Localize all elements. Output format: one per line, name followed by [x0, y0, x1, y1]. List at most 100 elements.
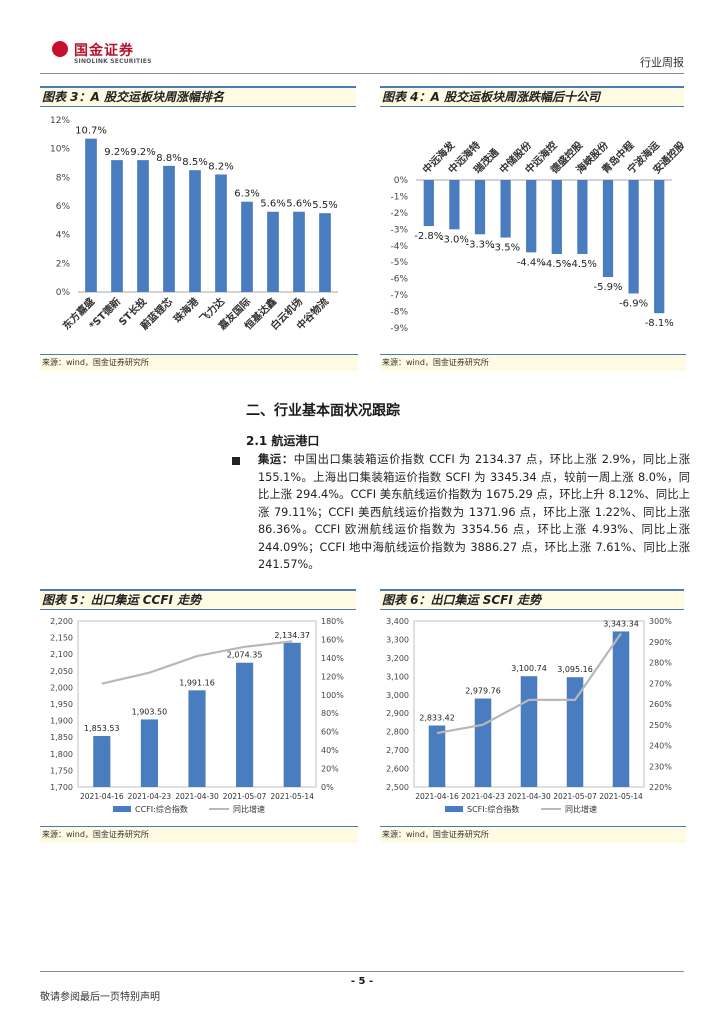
- fig4-title-bar: 图表 4：A 股交运板块周涨跌幅后十公司: [380, 86, 684, 107]
- data-label: 5.5%: [312, 200, 337, 211]
- data-label: -6.9%: [619, 298, 648, 309]
- x-tick-label: 珠海港: [171, 294, 202, 325]
- data-label: 5.6%: [260, 199, 285, 210]
- y-tick-label: 8%: [56, 173, 71, 183]
- data-label: 2,074.35: [227, 651, 263, 660]
- bar: [163, 165, 175, 292]
- y-left-tick-label: 3,100: [386, 672, 409, 681]
- bar: [236, 662, 254, 787]
- fig3-title: 图表 3：A 股交运板块周涨幅排名: [42, 90, 224, 104]
- bar: [140, 719, 158, 787]
- x-tick-label: 2021-05-14: [270, 792, 314, 801]
- data-label: 9.2%: [130, 147, 155, 158]
- y-left-tick-label: 1,700: [50, 783, 73, 792]
- bar: [551, 180, 562, 254]
- y-tick-label: -8%: [390, 308, 408, 318]
- y-left-tick-label: 2,200: [50, 617, 73, 626]
- y-right-tick-label: 0%: [321, 783, 334, 792]
- y-tick-label: 2%: [56, 259, 71, 269]
- bar: [474, 698, 492, 787]
- bar: [137, 160, 149, 292]
- y-tick-label: -2%: [390, 209, 408, 219]
- bullet-text: 中国出口集装箱运价指数 CCFI 为 2134.37 点，环比上涨 2.9%，同…: [258, 453, 690, 571]
- bullet-label: 集运：: [258, 453, 294, 466]
- section-subheading: 2.1 航运港口: [246, 434, 320, 448]
- bar: [188, 690, 206, 787]
- bar: [654, 180, 665, 314]
- bar: [520, 676, 538, 787]
- y-right-tick-label: 160%: [321, 635, 344, 644]
- y-tick-label: -3%: [390, 225, 408, 235]
- x-tick-label: 2021-05-14: [599, 792, 643, 801]
- y-right-tick-label: 140%: [321, 654, 344, 663]
- fig5-source: 来源：wind，国金证券研究所: [40, 826, 358, 843]
- x-tick-label: 2021-04-16: [80, 792, 124, 801]
- y-tick-label: 4%: [56, 231, 71, 241]
- data-label: -4.4%: [517, 257, 546, 268]
- fig5-chart: 1,700 1,750 1,800 1,850 1,900 1,950 2,000 2,050…: [50, 617, 344, 814]
- data-label: -4.5%: [542, 259, 571, 270]
- fig6-title: 图表 6：出口集运 SCFI 走势: [382, 593, 541, 607]
- bar: [474, 180, 486, 235]
- bar: [628, 180, 639, 294]
- bar: [577, 180, 588, 254]
- y-tick-label: -5%: [390, 258, 408, 268]
- brand-logo-english: SINOLINK SECURITIES: [74, 58, 152, 65]
- bar: [241, 201, 253, 292]
- bar: [215, 174, 227, 292]
- y-right-tick-label: 80%: [321, 709, 339, 718]
- y-tick-label: 0%: [56, 288, 71, 298]
- bar: [319, 213, 331, 292]
- y-tick-label: -7%: [390, 291, 408, 301]
- y-right-tick-label: 220%: [649, 783, 672, 792]
- y-tick-label: 6%: [56, 202, 71, 212]
- series-line: [436, 632, 622, 735]
- fig6-title-bar: 图表 6：出口集运 SCFI 走势: [380, 589, 684, 610]
- y-right-tick-label: 180%: [321, 617, 344, 626]
- fig6-chart: 2,500 2,600 2,700 2,800 2,900 3,000 3,100 3,200…: [386, 617, 672, 814]
- y-tick-label: 12%: [50, 116, 70, 126]
- y-right-tick-label: 270%: [649, 679, 672, 688]
- y-tick-label: -1%: [390, 192, 408, 202]
- disclaimer-note: 敬请参阅最后一页特别声明: [40, 992, 160, 1003]
- data-label: 2,979.76: [465, 687, 501, 696]
- legend-bar-swatch: [113, 806, 131, 812]
- fig5-title-bar: 图表 5：出口集运 CCFI 走势: [40, 589, 356, 610]
- fig3-source: 来源：wind，国金证券研究所: [40, 354, 358, 371]
- data-label: 1,853.53: [84, 724, 120, 733]
- y-left-tick-label: 2,700: [386, 746, 409, 755]
- bar: [428, 725, 446, 787]
- x-tick-label: 2021-04-23: [128, 792, 172, 801]
- data-label: 3,343.34: [603, 619, 639, 628]
- y-left-tick-label: 3,300: [386, 635, 409, 644]
- y-tick-label: -4%: [390, 242, 408, 252]
- bullet-square-icon: [232, 457, 240, 465]
- y-tick-label: -9%: [390, 324, 408, 334]
- bar: [500, 180, 511, 238]
- bar: [111, 160, 123, 292]
- data-label: 5.6%: [286, 199, 311, 210]
- x-tick-label: 2021-04-30: [507, 792, 551, 801]
- data-label: 1,991.16: [179, 678, 215, 687]
- y-right-tick-label: 240%: [649, 742, 672, 751]
- y-left-tick-label: 2,600: [386, 765, 409, 774]
- fig3-chart: 0%2%4%6%8%10%12%10.7%东方嘉盛9.2%*ST德新9.2%ST…: [50, 116, 338, 333]
- x-tick-label: 2021-04-16: [415, 792, 459, 801]
- data-label: 2,833.42: [419, 714, 455, 723]
- data-label: -8.1%: [645, 318, 674, 329]
- y-right-tick-label: 290%: [649, 638, 672, 647]
- y-left-tick-label: 1,850: [50, 733, 73, 742]
- fig3-title-bar: 图表 3：A 股交运板块周涨幅排名: [40, 86, 356, 107]
- data-label: 2,134.37: [274, 631, 310, 640]
- bar: [449, 180, 460, 230]
- y-right-tick-label: 280%: [649, 659, 672, 668]
- y-right-tick-label: 40%: [321, 746, 339, 755]
- legend-line-label: 同比增速: [233, 804, 265, 814]
- bar: [283, 642, 301, 787]
- bar: [85, 138, 97, 292]
- y-right-tick-label: 260%: [649, 700, 672, 709]
- legend-bar-swatch: [445, 806, 463, 812]
- brand-logo-text: 国金证券: [74, 43, 134, 59]
- data-label: 10.7%: [75, 126, 107, 137]
- bar: [189, 170, 201, 292]
